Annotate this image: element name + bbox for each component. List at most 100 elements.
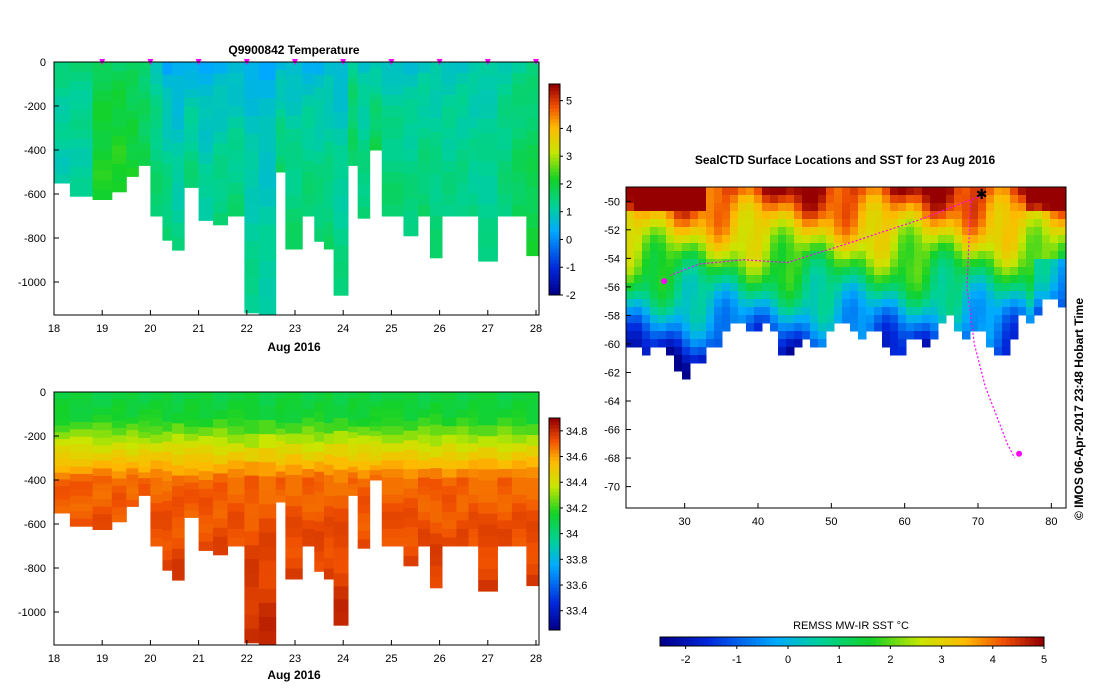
temperature-cell [381,95,404,107]
temperature-cell [302,205,315,217]
temperature-section-panel: Q9900842 Temperature 18 19 20 21 22 23 24 25 26 2… [18,43,576,354]
sst-cell [1018,243,1027,252]
temperature-cell [172,102,185,117]
colorbar-segment [1010,637,1016,646]
salinity-cell [150,503,163,513]
salinity-cell [511,417,527,427]
sst-cell [1010,275,1019,284]
temperature-cell [227,128,245,140]
temperature-cell [285,102,303,116]
sst-cell [642,211,651,220]
colorbar-segment [909,637,915,646]
salinity-cell [302,443,315,453]
salinity-cell [526,467,539,479]
sst-cell [1010,227,1019,236]
salinity-cell [369,445,383,452]
sst-cell [914,251,923,260]
sst-cell [922,331,931,340]
sst-cell [818,315,827,324]
sst-cell [674,259,683,268]
salinity-cell [285,516,303,528]
colorbar-segment [549,178,560,183]
sst-cell [882,211,891,220]
salinity-cell [478,480,498,493]
salinity-cell [429,511,443,524]
sst-cell [810,259,819,268]
salinity-cell [526,574,539,587]
salinity-cell [323,433,335,445]
salinity-cell [198,409,214,419]
colorbar-segment [876,637,882,646]
salinity-cell [227,426,245,436]
salinity-cell [369,450,383,457]
sst-cell [706,211,715,220]
colorbar-segment [924,637,930,646]
salinity-cell [172,559,185,571]
sst-cell [834,235,843,244]
sst-cell [738,315,747,324]
temperature-cell [497,84,513,96]
salinity-x-label: Aug 2016 [267,668,321,682]
salinity-cell [429,424,443,437]
salinity-cell [511,469,527,479]
sst-cell [690,323,699,332]
temperature-cell [526,214,539,229]
sst-cell [954,211,963,220]
salinity-cell [138,397,151,404]
colorbar-segment [943,637,949,646]
sst-cell [866,259,875,268]
sst-cell [1002,187,1011,196]
temperature-cell [456,150,470,162]
temperature-cell [333,178,349,196]
x-tick-label: 28 [530,653,542,665]
colorbar-segment [770,637,776,646]
salinity-cell [333,547,349,561]
temperature-cell [442,161,457,173]
sst-cell [690,259,699,268]
colorbar-segment [1020,637,1026,646]
colorbar-segment [1005,637,1011,646]
salinity-cell [526,478,539,490]
sst-cell [986,227,995,236]
sst-cell [890,227,899,236]
salinity-cell [258,602,277,618]
salinity-cell [69,392,94,400]
salinity-cell [314,461,325,473]
salinity-cell [172,444,185,456]
sst-cell [930,195,939,204]
salinity-cell [456,426,470,436]
salinity-cell [348,409,359,416]
sst-cell [754,323,763,332]
salinity-cell [244,461,260,477]
temperature-cell [314,228,325,242]
colorbar-segment [549,425,560,430]
temperature-cell [357,106,371,119]
salinity-cell [314,431,325,443]
sst-cell [770,267,779,276]
salinity-cell [511,494,527,504]
salinity-cell [213,419,229,429]
temperature-cell [285,168,303,183]
sst-cell [730,227,739,236]
sst-cell [650,251,659,260]
sst-cell [946,211,955,220]
salinity-cell [417,409,431,419]
salinity-cell [323,495,335,507]
sst-cell [842,187,851,196]
colorbar-segment [549,147,560,152]
sst-cell [690,251,699,260]
sst-cell [1058,267,1067,276]
colorbar-tick-label: 1 [836,654,842,666]
colorbar-segment [549,94,560,99]
sst-cell [738,299,747,308]
sst-cell [842,195,851,204]
sst-cell [746,227,755,236]
sst-cell [1058,227,1067,236]
sst-cell [666,307,675,316]
salinity-cell [417,400,431,410]
colorbar-segment [1039,637,1045,646]
sst-cell [866,299,875,308]
salinity-cell [184,398,200,407]
sst-cell [946,267,955,276]
salinity-cell [275,447,286,454]
